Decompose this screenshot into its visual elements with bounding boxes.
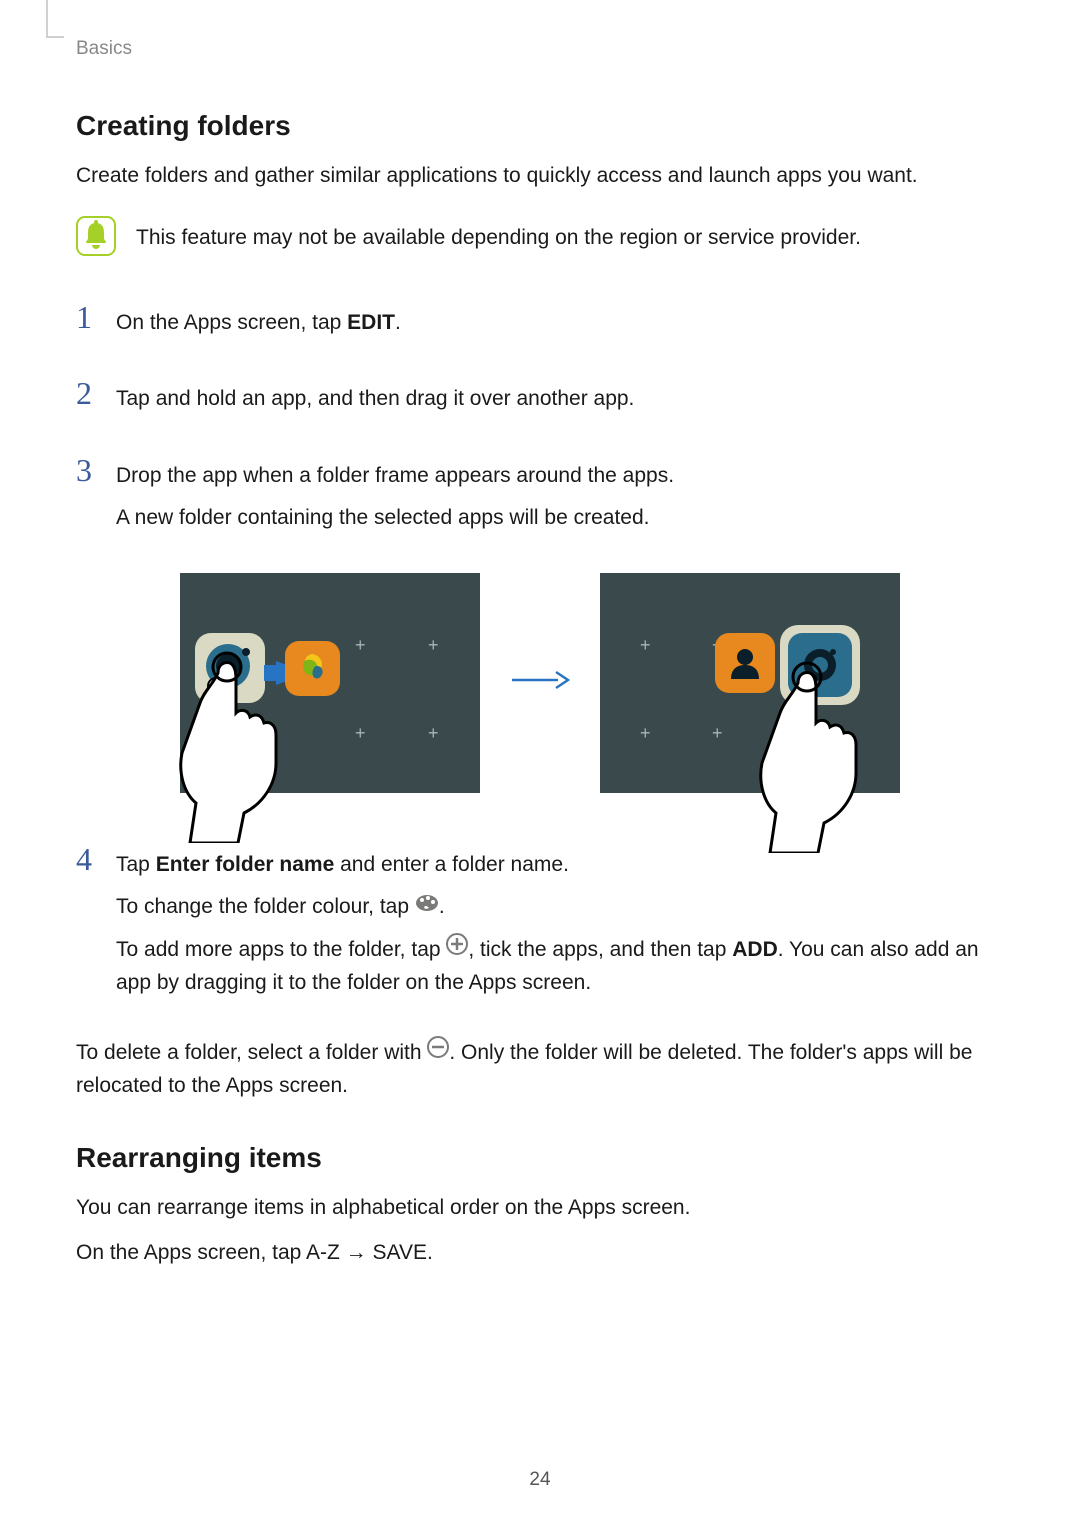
section-title-creating-folders: Creating folders <box>76 110 1004 142</box>
section-rearranging-items: Rearranging items You can rearrange item… <box>76 1142 1004 1269</box>
step1-post: . <box>395 311 401 334</box>
breadcrumb: Basics <box>76 38 132 60</box>
step4-l2-pre: To change the folder colour, tap <box>116 895 415 918</box>
step-1: 1 On the Apps screen, tap EDIT. <box>76 301 1004 350</box>
page-number: 24 <box>0 1469 1080 1491</box>
intro-text: Create folders and gather similar applic… <box>76 160 1004 192</box>
section-title-rearranging: Rearranging items <box>76 1142 1004 1174</box>
step-4: 4 Tap Enter folder name and enter a fold… <box>76 843 1004 1010</box>
plus-circle-icon <box>446 933 468 966</box>
bell-note-icon <box>76 216 116 261</box>
step4-l3-bold: ADD <box>732 938 778 961</box>
step-2: 2 Tap and hold an app, and then drag it … <box>76 377 1004 426</box>
step-number: 2 <box>76 377 98 409</box>
delete-note-pre: To delete a folder, select a folder with <box>76 1041 427 1064</box>
step2-text: Tap and hold an app, and then drag it ov… <box>116 383 634 416</box>
step4-l3-pre: To add more apps to the folder, tap <box>116 938 446 961</box>
hand-pointer-icon <box>740 653 890 853</box>
hand-pointer-icon <box>160 643 310 843</box>
step-3: 3 Drop the app when a folder frame appea… <box>76 454 1004 545</box>
step4-l3-mid: , tick the apps, and then tap <box>468 938 732 961</box>
palette-icon <box>415 890 439 923</box>
minus-circle-icon <box>427 1036 449 1069</box>
delete-folder-note: To delete a folder, select a folder with… <box>76 1037 1004 1102</box>
rearrange-l2-post: . <box>427 1241 433 1264</box>
step-body: Drop the app when a folder frame appears… <box>116 454 674 545</box>
note-callout: This feature may not be available depend… <box>76 216 1004 261</box>
step-number: 3 <box>76 454 98 486</box>
step1-bold: EDIT <box>347 311 395 334</box>
step4-l2-post: . <box>439 895 445 918</box>
rearrange-line2: On the Apps screen, tap A-Z → SAVE. <box>76 1237 1004 1270</box>
rearrange-l2-bold1: A-Z <box>306 1241 340 1264</box>
step4-l1-bold: Enter folder name <box>156 853 335 876</box>
step4-l1-pre: Tap <box>116 853 156 876</box>
step-number: 4 <box>76 843 98 875</box>
step-body: Tap Enter folder name and enter a folder… <box>116 843 1004 1010</box>
rearrange-line1: You can rearrange items in alphabetical … <box>76 1192 1004 1225</box>
illustration-panel-right: + + + + + <box>600 573 900 793</box>
illustration-panel-left: + + + + <box>180 573 480 793</box>
note-text: This feature may not be available depend… <box>136 222 861 254</box>
page-corner-bracket <box>46 0 64 38</box>
step-body: Tap and hold an app, and then drag it ov… <box>116 377 634 426</box>
rearrange-l2-mid: → <box>340 1241 373 1264</box>
step-number: 1 <box>76 301 98 333</box>
rearrange-l2-pre: On the Apps screen, tap <box>76 1241 306 1264</box>
step-body: On the Apps screen, tap EDIT. <box>116 301 401 350</box>
step3-line2: A new folder containing the selected app… <box>116 502 674 535</box>
step3-line1: Drop the app when a folder frame appears… <box>116 460 674 493</box>
arrow-right-icon <box>510 668 570 697</box>
page-content: Creating folders Create folders and gath… <box>0 0 1080 1270</box>
step1-pre: On the Apps screen, tap <box>116 311 347 334</box>
illustration-row: + + + + <box>76 573 1004 793</box>
rearrange-l2-bold2: SAVE <box>373 1241 427 1264</box>
step4-l1-post: and enter a folder name. <box>334 853 569 876</box>
